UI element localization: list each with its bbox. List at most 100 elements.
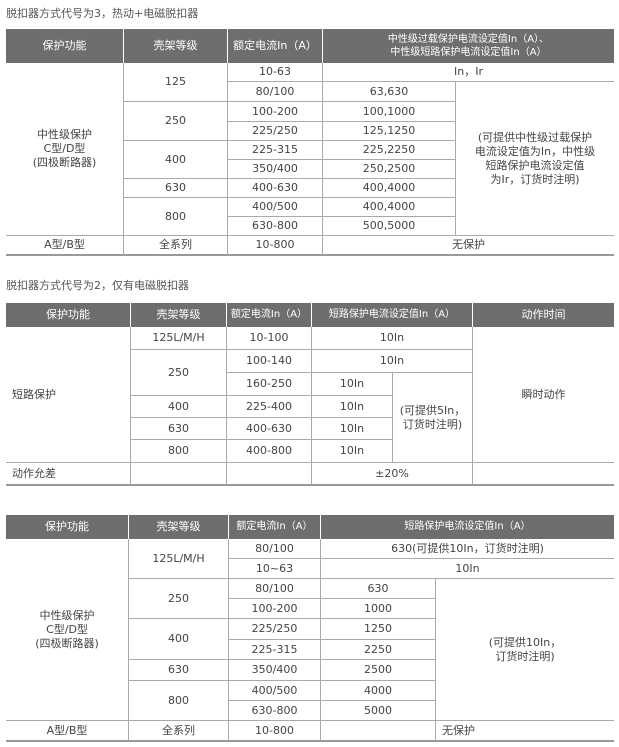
rated-cell: 100-200 — [228, 599, 320, 619]
setting-cell: 630(可提供10In，订货时注明) — [320, 539, 614, 559]
table1-title: 脱扣器方式代号为3，热动+电磁脱扣器 — [6, 7, 199, 20]
rated-cell: 10-100 — [226, 327, 311, 350]
header-cell: 额定电流In（A） — [227, 29, 322, 63]
note-cell: (可提供中性级过载保护 电流设定值为In，中性级 短路保护电流设定值 为Ir，订… — [455, 82, 614, 236]
frame-cell: 800 — [130, 440, 226, 463]
note-cell: (可提供10In， 订货时注明) — [435, 579, 614, 721]
setting-cell: 无保护 — [322, 236, 614, 256]
frame-cell: 630 — [128, 660, 228, 681]
setting-cell: 10In — [311, 440, 392, 463]
setting-cell: 250,2500 — [322, 160, 455, 179]
rated-cell: 400-630 — [227, 179, 322, 198]
setting-cell: 630 — [320, 579, 435, 599]
setting-cell: 10In — [311, 418, 392, 440]
header-cell: 壳架等级 — [128, 515, 228, 539]
setting-cell: 4000 — [320, 681, 435, 701]
table2-title: 脱扣器方式代号为2，仅有电磁脱扣器 — [6, 279, 189, 292]
setting-cell: 10In — [311, 373, 392, 396]
rated-cell: 100-200 — [227, 102, 322, 122]
rated-cell: 225-315 — [227, 141, 322, 160]
setting-cell: 10In — [311, 350, 472, 373]
frame-cell: 125L/M/H — [128, 539, 228, 579]
header-cell: 短路保护电流设定值In（A） — [311, 303, 472, 327]
header-cell: 额定电流In（A） — [226, 303, 311, 327]
setting-cell: 400,4000 — [322, 179, 455, 198]
rated-cell: 10-800 — [228, 721, 320, 742]
empty-cell — [226, 463, 311, 486]
header-cell: 短路保护电流设定值In（A） — [320, 515, 614, 539]
func-cell: 短路保护 — [6, 327, 130, 463]
setting-cell: 10In — [311, 327, 472, 350]
frame-cell: 全系列 — [123, 236, 227, 256]
rated-cell: 350/400 — [228, 660, 320, 681]
tolerance-value: ±20% — [311, 463, 472, 486]
header-cell: 中性级过载保护电流设定值In（A）、 中性级短路保护电流设定值In（A） — [322, 29, 614, 63]
empty-cell — [472, 463, 614, 486]
setting-cell: 63,630 — [322, 82, 455, 102]
rated-cell: 80/100 — [228, 539, 320, 559]
note-cell: (可提供5In， 订货时注明) — [392, 373, 472, 463]
rated-cell: 100-140 — [226, 350, 311, 373]
setting-cell: 10In — [320, 559, 614, 579]
setting-cell: In，Ir — [322, 63, 614, 82]
frame-cell: 630 — [123, 179, 227, 198]
setting-cell: 2250 — [320, 640, 435, 660]
rated-cell: 225/250 — [228, 619, 320, 640]
header-cell: 壳架等级 — [130, 303, 226, 327]
header-cell: 壳架等级 — [123, 29, 227, 63]
rated-cell: 80/100 — [227, 82, 322, 102]
rated-cell: 630-800 — [228, 701, 320, 721]
setting-cell: 5000 — [320, 701, 435, 721]
frame-cell: 125 — [123, 63, 227, 102]
type-cell: A型/B型 — [6, 721, 128, 742]
empty-cell — [130, 463, 226, 486]
frame-cell: 630 — [130, 418, 226, 440]
rated-cell: 10-800 — [227, 236, 322, 256]
header-cell: 动作时间 — [472, 303, 614, 327]
setting-cell: 500,5000 — [322, 217, 455, 236]
header-cell: 保护功能 — [6, 303, 130, 327]
time-cell: 瞬时动作 — [472, 327, 614, 463]
setting-cell: 400,4000 — [322, 198, 455, 217]
rated-cell: 400-630 — [226, 418, 311, 440]
rated-cell: 350/400 — [227, 160, 322, 179]
setting-cell: 无保护 — [435, 721, 614, 742]
frame-cell: 250 — [128, 579, 228, 619]
type-cell: A型/B型 — [6, 236, 123, 256]
func-cell: 中性级保护 C型/D型 (四极断路器) — [6, 63, 123, 236]
empty-cell — [320, 721, 435, 742]
rated-cell: 160-250 — [226, 373, 311, 396]
rated-cell: 400-800 — [226, 440, 311, 463]
rated-cell: 225-315 — [228, 640, 320, 660]
header-cell: 保护功能 — [6, 29, 123, 63]
header-cell: 额定电流In（A） — [228, 515, 320, 539]
frame-cell: 250 — [123, 102, 227, 141]
frame-cell: 400 — [130, 396, 226, 418]
setting-cell: 10In — [311, 396, 392, 418]
rated-cell: 80/100 — [228, 579, 320, 599]
rated-cell: 400/500 — [228, 681, 320, 701]
frame-cell: 250 — [130, 350, 226, 396]
setting-cell: 2500 — [320, 660, 435, 681]
rated-cell: 225/250 — [227, 122, 322, 141]
rated-cell: 10~63 — [228, 559, 320, 579]
setting-cell: 225,2250 — [322, 141, 455, 160]
frame-cell: 全系列 — [128, 721, 228, 742]
frame-cell: 400 — [123, 141, 227, 179]
rated-cell: 10-63 — [227, 63, 322, 82]
rated-cell: 400/500 — [227, 198, 322, 217]
setting-cell: 100,1000 — [322, 102, 455, 122]
rated-cell: 225-400 — [226, 396, 311, 418]
frame-cell: 125L/M/H — [130, 327, 226, 350]
func-cell: 中性级保护 C型/D型 (四极断路器) — [6, 539, 128, 721]
tolerance-label: 动作允差 — [6, 463, 130, 486]
setting-cell: 1000 — [320, 599, 435, 619]
frame-cell: 800 — [128, 681, 228, 721]
frame-cell: 800 — [123, 198, 227, 236]
header-cell: 保护功能 — [6, 515, 128, 539]
setting-cell: 1250 — [320, 619, 435, 640]
rated-cell: 630-800 — [227, 217, 322, 236]
frame-cell: 400 — [128, 619, 228, 660]
setting-cell: 125,1250 — [322, 122, 455, 141]
